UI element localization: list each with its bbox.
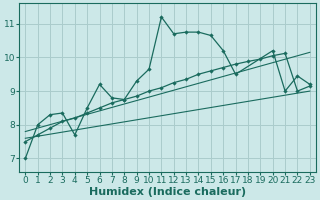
X-axis label: Humidex (Indice chaleur): Humidex (Indice chaleur) [89, 187, 246, 197]
